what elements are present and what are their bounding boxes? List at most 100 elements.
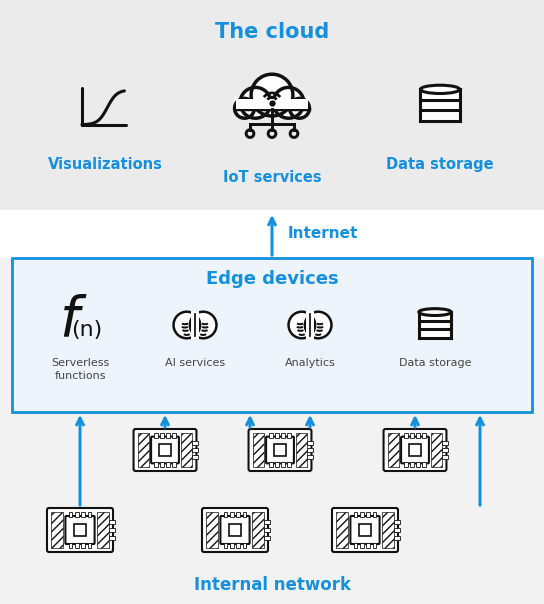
- Bar: [243, 543, 246, 548]
- Bar: [154, 462, 158, 467]
- Bar: [228, 524, 242, 536]
- Text: Serverless
functions: Serverless functions: [51, 358, 109, 381]
- Bar: [394, 520, 400, 524]
- Bar: [166, 462, 170, 467]
- Circle shape: [174, 312, 200, 338]
- Text: Internal network: Internal network: [194, 576, 350, 594]
- Bar: [109, 520, 115, 524]
- Bar: [281, 432, 285, 438]
- Bar: [193, 440, 199, 445]
- FancyBboxPatch shape: [202, 508, 268, 552]
- Bar: [360, 543, 363, 548]
- Bar: [422, 462, 426, 467]
- Bar: [159, 444, 171, 456]
- Bar: [269, 432, 273, 438]
- Bar: [236, 99, 308, 109]
- Bar: [69, 512, 72, 517]
- Bar: [193, 455, 199, 460]
- Bar: [191, 311, 199, 339]
- Bar: [274, 444, 286, 456]
- Bar: [394, 536, 400, 540]
- Circle shape: [234, 98, 255, 118]
- Circle shape: [305, 312, 331, 338]
- Bar: [82, 543, 85, 548]
- Bar: [307, 440, 313, 445]
- Bar: [0, 210, 544, 258]
- Circle shape: [288, 312, 315, 338]
- Bar: [287, 432, 291, 438]
- Bar: [237, 512, 240, 517]
- Text: Visualizations: Visualizations: [47, 157, 163, 172]
- Text: AI services: AI services: [165, 358, 225, 368]
- FancyBboxPatch shape: [133, 429, 196, 471]
- Bar: [88, 543, 91, 548]
- Bar: [172, 432, 176, 438]
- Bar: [138, 433, 150, 467]
- Bar: [354, 512, 357, 517]
- Circle shape: [251, 74, 293, 116]
- Bar: [409, 444, 421, 456]
- Bar: [243, 512, 246, 517]
- Bar: [367, 543, 370, 548]
- FancyBboxPatch shape: [266, 437, 294, 463]
- Bar: [275, 462, 279, 467]
- Bar: [373, 543, 376, 548]
- Ellipse shape: [421, 85, 460, 94]
- Circle shape: [190, 312, 217, 338]
- Bar: [431, 433, 442, 467]
- Bar: [237, 543, 240, 548]
- Text: Analytics: Analytics: [285, 358, 335, 368]
- FancyBboxPatch shape: [47, 508, 113, 552]
- Bar: [51, 512, 64, 548]
- Bar: [251, 512, 264, 548]
- Bar: [166, 432, 170, 438]
- FancyBboxPatch shape: [151, 437, 179, 463]
- Bar: [336, 512, 348, 548]
- Bar: [387, 433, 399, 467]
- FancyBboxPatch shape: [12, 258, 532, 412]
- Bar: [307, 448, 313, 452]
- Bar: [442, 440, 448, 445]
- Bar: [224, 543, 227, 548]
- Text: Data storage: Data storage: [386, 157, 494, 172]
- Circle shape: [273, 88, 304, 118]
- Bar: [264, 520, 270, 524]
- Bar: [287, 462, 291, 467]
- FancyBboxPatch shape: [249, 429, 312, 471]
- Bar: [275, 432, 279, 438]
- Bar: [230, 543, 233, 548]
- Text: (n): (n): [71, 320, 102, 339]
- Bar: [69, 543, 72, 548]
- Bar: [404, 432, 407, 438]
- Bar: [281, 462, 285, 467]
- Bar: [419, 312, 451, 338]
- Bar: [410, 432, 414, 438]
- Bar: [181, 433, 193, 467]
- Bar: [307, 455, 313, 460]
- Bar: [160, 462, 164, 467]
- Text: IoT services: IoT services: [222, 170, 322, 185]
- Bar: [442, 455, 448, 460]
- Text: Edge devices: Edge devices: [206, 270, 338, 288]
- Text: Internet: Internet: [288, 225, 358, 240]
- Bar: [264, 536, 270, 540]
- Ellipse shape: [419, 309, 451, 315]
- Bar: [160, 432, 164, 438]
- Circle shape: [240, 88, 271, 118]
- Bar: [75, 512, 78, 517]
- Bar: [306, 311, 314, 339]
- Bar: [404, 462, 407, 467]
- FancyBboxPatch shape: [220, 516, 250, 544]
- Bar: [234, 97, 310, 109]
- Bar: [88, 512, 91, 517]
- Bar: [358, 524, 372, 536]
- Bar: [264, 528, 270, 532]
- Bar: [360, 512, 363, 517]
- Text: The cloud: The cloud: [215, 22, 329, 42]
- FancyBboxPatch shape: [332, 508, 398, 552]
- Bar: [109, 528, 115, 532]
- Bar: [296, 433, 307, 467]
- Bar: [172, 462, 176, 467]
- Bar: [109, 536, 115, 540]
- FancyBboxPatch shape: [350, 516, 380, 544]
